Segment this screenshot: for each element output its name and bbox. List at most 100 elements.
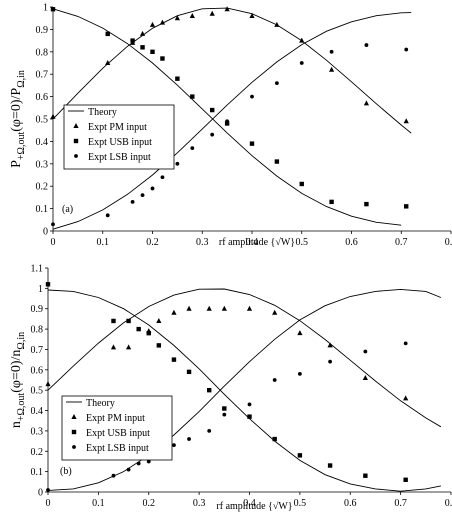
x-tick-label: 0.5 xyxy=(294,498,307,509)
theory-curve xyxy=(52,12,412,230)
series-square xyxy=(50,7,409,209)
legend-label: Expt USB input xyxy=(88,137,152,148)
legend-circle-marker xyxy=(72,445,76,449)
square-marker xyxy=(45,282,51,287)
x-tick-label: 0 xyxy=(51,237,56,248)
triangle-marker xyxy=(363,100,370,106)
triangle-marker xyxy=(159,19,166,25)
y-axis-title-mid: (φ=0)/P xyxy=(9,88,24,132)
y-tick-label: 0.2 xyxy=(31,447,44,458)
x-tick-label: 0.4 xyxy=(243,498,256,509)
triangle-marker xyxy=(249,12,255,18)
circle-marker xyxy=(247,402,252,407)
x-tick-label: 0.7 xyxy=(395,237,408,248)
square-marker xyxy=(247,414,252,419)
x-tick-label: 0.1 xyxy=(97,237,110,248)
x-tick-label: 0.7 xyxy=(394,498,407,509)
circle-marker xyxy=(403,341,408,346)
circle-marker xyxy=(250,94,254,99)
circle-marker xyxy=(175,161,180,166)
y-tick-label: 1.1 xyxy=(31,264,44,275)
square-marker xyxy=(224,121,230,126)
circle-marker xyxy=(274,81,279,86)
triangle-marker xyxy=(224,6,230,12)
y-tick-label: 0.5 xyxy=(31,386,44,397)
circle-marker xyxy=(207,429,212,433)
square-marker xyxy=(329,199,334,205)
y-tick-label: 0.1 xyxy=(31,467,44,478)
series-triangle xyxy=(45,305,409,401)
x-tick-label: 0.2 xyxy=(143,498,156,509)
y-tick-label: 0.3 xyxy=(31,426,44,437)
triangle-marker xyxy=(246,305,253,311)
triangle-marker xyxy=(189,12,195,18)
square-marker xyxy=(126,318,131,324)
x-tick-label: 0.8 xyxy=(445,237,452,248)
y-tick-label: 0.6 xyxy=(31,365,44,376)
triangle-marker xyxy=(174,15,180,21)
y-tick-label: 0 xyxy=(43,227,48,238)
y-tick-label: 0.4 xyxy=(31,406,44,417)
triangle-marker xyxy=(149,21,156,27)
legend: Theory Expt PM input Expt USB input Expt LS… xyxy=(63,104,175,170)
x-tick-label: 0.3 xyxy=(196,237,209,248)
square-marker xyxy=(364,201,369,207)
x-tick-label: 0.8 xyxy=(445,498,452,509)
triangle-marker xyxy=(206,305,212,311)
square-marker xyxy=(156,343,162,348)
triangle-marker xyxy=(156,317,162,323)
triangle-marker xyxy=(221,305,227,311)
square-marker xyxy=(140,45,145,50)
circle-marker xyxy=(126,467,131,472)
triangle-marker xyxy=(126,344,132,350)
series-triangle xyxy=(50,6,409,124)
square-marker xyxy=(111,318,116,324)
legend-label: Theory xyxy=(88,107,117,118)
theory-curve xyxy=(47,289,441,492)
square-marker xyxy=(160,56,165,61)
y-tick-label: 0.5 xyxy=(36,115,49,126)
square-marker xyxy=(404,204,409,209)
y-axis-title-sub2: Ω,in xyxy=(16,332,27,350)
legend-square-marker xyxy=(73,138,79,144)
y-axis-title: n+Ω,out(φ=0)/nΩ,in xyxy=(9,332,27,428)
y-axis-title-mid: (φ=0)/n xyxy=(9,350,24,393)
triangle-marker xyxy=(403,118,409,124)
circle-marker xyxy=(210,132,215,137)
circle-marker xyxy=(46,488,50,492)
x-tick-label: 0.3 xyxy=(193,498,206,509)
legend-label: Theory xyxy=(86,398,115,409)
triangle-marker xyxy=(186,305,192,311)
y-tick-label: 0.4 xyxy=(36,137,49,148)
triangle-marker xyxy=(362,374,368,380)
circle-marker xyxy=(297,371,302,376)
square-marker xyxy=(363,473,368,478)
legend-square-marker xyxy=(71,429,77,435)
x-tick-label: 0.6 xyxy=(344,498,357,509)
legend-triangle-marker xyxy=(71,414,77,419)
y-axis-title: P+Ω,out(φ=0)/PΩ,in xyxy=(9,70,27,168)
circle-marker xyxy=(160,175,165,180)
x-tick-label: 0.6 xyxy=(345,237,358,248)
circle-marker xyxy=(299,61,304,65)
triangle-marker xyxy=(329,66,335,72)
legend-label: Expt USB input xyxy=(86,428,150,439)
circle-marker xyxy=(272,378,277,382)
triangle-marker xyxy=(105,60,111,65)
square-marker xyxy=(274,159,280,164)
square-marker xyxy=(175,76,180,81)
triangle-marker xyxy=(139,30,146,36)
y-tick-label: 0.8 xyxy=(36,47,49,58)
legend-label: Expt LSB input xyxy=(88,152,151,163)
chart-panel-b: 0 0.1 0.2 0.3 0.4 0.5 0.6 0.7 0.8 0.9 1 1.1 0 0.1 0.2 0… xyxy=(9,264,452,513)
y-tick-label: 0.9 xyxy=(36,25,49,36)
y-tick-label: 0.8 xyxy=(31,325,44,336)
square-marker xyxy=(171,357,177,362)
y-tick-label: 0.3 xyxy=(36,159,49,170)
circle-marker xyxy=(150,186,155,191)
square-marker xyxy=(146,330,151,336)
y-tick-label: 0.7 xyxy=(31,345,44,356)
x-axis-title: rf amplitude {√W} xyxy=(216,501,292,512)
square-marker xyxy=(190,94,195,99)
